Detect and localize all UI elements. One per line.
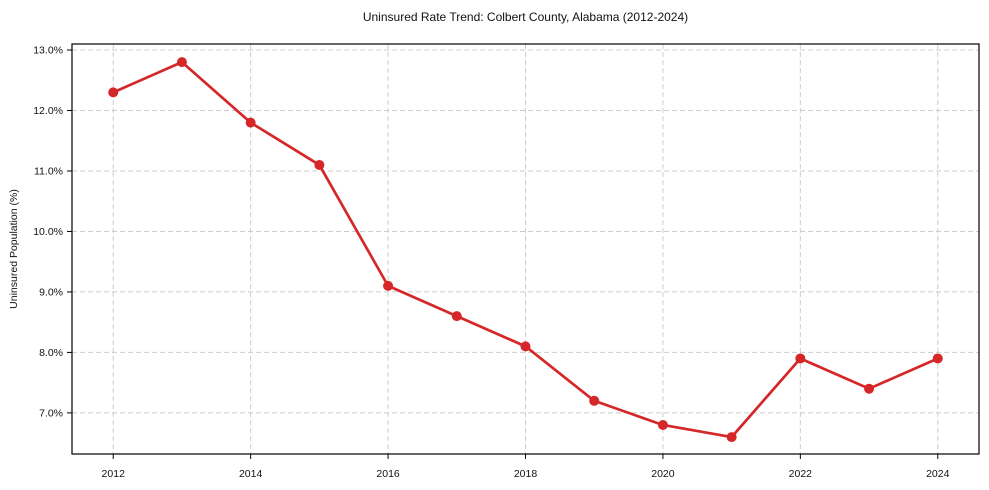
y-tick-label: 12.0% (33, 105, 63, 117)
x-tick-label: 2014 (239, 468, 263, 480)
y-tick-label: 13.0% (33, 45, 63, 57)
data-point (108, 87, 119, 98)
data-point (314, 159, 325, 170)
y-tick-label: 8.0% (39, 347, 63, 359)
data-point (176, 57, 187, 68)
data-point (864, 383, 875, 394)
x-tick-label: 2016 (376, 468, 400, 480)
data-point (520, 341, 531, 352)
data-point (726, 432, 737, 443)
data-point (383, 280, 394, 291)
x-tick-label: 2018 (514, 468, 538, 480)
data-point (932, 353, 943, 364)
data-point (451, 311, 462, 322)
y-tick-label: 9.0% (39, 287, 63, 299)
x-tick-label: 2012 (102, 468, 126, 480)
data-point (657, 419, 668, 430)
x-tick-label: 2022 (789, 468, 813, 480)
y-tick-label: 7.0% (39, 408, 63, 420)
data-point (589, 395, 600, 406)
y-tick-label: 11.0% (34, 166, 63, 178)
data-point (795, 353, 806, 364)
y-tick-label: 10.0% (33, 226, 63, 238)
chart-title: Uninsured Rate Trend: Colbert County, Al… (362, 10, 689, 24)
data-point (245, 117, 256, 128)
x-tick-label: 2024 (926, 468, 950, 480)
x-tick-label: 2020 (651, 468, 675, 480)
